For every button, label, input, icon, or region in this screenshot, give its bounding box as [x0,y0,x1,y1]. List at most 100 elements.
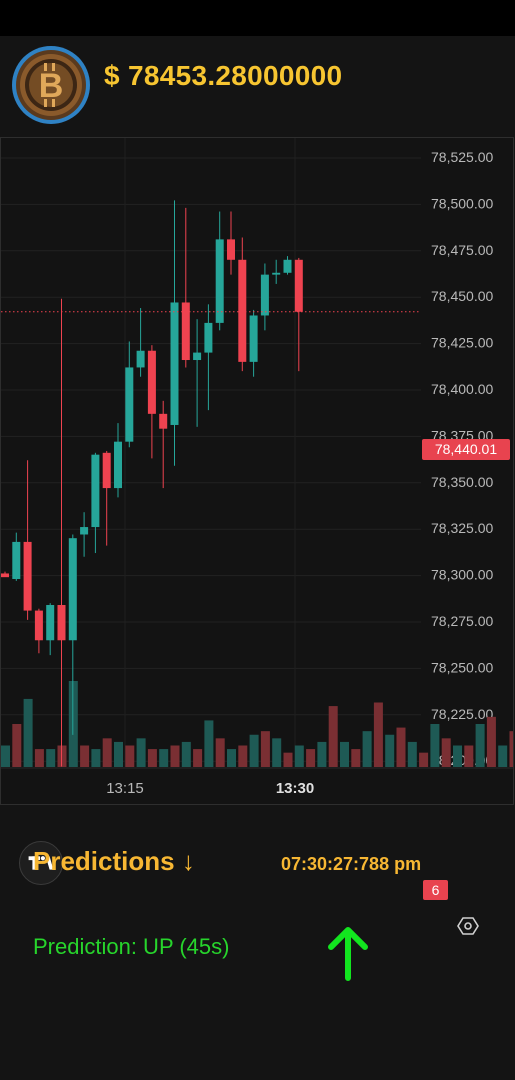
volume-bar [453,745,462,767]
y-tick-label: 78,225.00 [431,706,493,722]
volume-bar [34,749,44,767]
volume-bar [193,749,203,767]
volume-bar [283,752,293,767]
volume-bar [181,741,191,767]
volume-bar [351,749,361,767]
candle-body [283,259,292,273]
volume-bar [486,716,496,767]
svg-text:B: B [39,67,64,105]
candle-body [260,274,269,316]
candle-body [57,605,66,641]
y-tick-label: 78,325.00 [431,520,493,536]
chart-settings-icon[interactable] [456,914,480,938]
candle-body [136,350,145,368]
volume-bar [80,745,90,767]
volume-bar [215,738,225,767]
volume-bar [147,749,157,767]
x-tick-label: 13:30 [276,780,314,797]
volume-bar [328,706,338,767]
candle-body [294,259,303,312]
volume-bar [407,741,417,767]
tradingview-logo-icon[interactable] [19,841,63,885]
y-tick-label: 78,275.00 [431,613,493,629]
candle-body [46,605,55,641]
volume-bar [12,724,22,767]
y-tick-label: 78,525.00 [431,149,493,165]
y-tick-label: 78,250.00 [431,659,493,675]
volume-bar [362,731,372,767]
volume-bar [238,745,248,767]
volume-bar [498,745,508,767]
bitcoin-coin-icon: B [12,46,90,124]
volume-bar [340,741,349,767]
volume-bar [114,741,123,767]
volume-bar [102,738,112,767]
candle-body [102,452,111,489]
candle-body [227,239,235,260]
volume-bar [430,724,440,767]
candle-body [170,302,179,425]
volume-bar [294,745,304,767]
volume-bar [170,745,180,767]
candle-body [23,541,32,611]
y-tick-label: 78,400.00 [431,381,493,397]
volume-bar [509,731,513,767]
candle-body [80,527,89,535]
candle-body [125,367,134,442]
y-tick-label: 78,425.00 [431,335,493,351]
volume-badge: 6 [423,880,448,900]
candle-body [272,272,281,275]
candle-body [1,573,9,578]
volume-bar [385,734,395,767]
volume-bar [373,702,383,767]
volume-bar [396,727,406,767]
candle-body [114,441,122,489]
volume-bar [272,738,282,767]
volume-bar [136,738,146,767]
candle-body [34,610,43,641]
volume-bar [260,731,270,767]
candle-body [204,322,213,353]
volume-bar [204,720,214,767]
candle-body [147,350,156,414]
arrow-up-icon [328,927,368,981]
candle-body [12,541,21,580]
candle-body [238,259,247,362]
candle-body [249,315,258,362]
candle-body [159,413,168,429]
volume-bar [306,749,316,767]
x-tick-label: 13:15 [106,780,144,797]
status-bar [0,0,515,36]
chart-canvas[interactable]: 78,525.00 78,500.00 78,475.00 78,450.00 78,4… [1,138,513,804]
volume-bar [91,749,101,767]
volume-bar [159,749,169,767]
y-tick-label: 78,300.00 [431,567,493,583]
volume-bar [125,745,135,767]
volume-bar [1,745,10,767]
current-price-label: 78,440.01 [422,439,510,460]
volume-bar [464,745,474,767]
volume-bar [419,752,429,767]
y-tick-label: 78,500.00 [431,195,493,211]
candle-body [181,302,190,361]
candle-body [68,538,77,641]
predictions-title: Predictions ↓ [33,846,195,876]
candle-body [91,454,100,528]
volume-bar [475,724,485,767]
volume-bar [441,738,451,767]
candlestick-chart[interactable]: 78,525.00 78,500.00 78,475.00 78,450.00 78,4… [0,137,514,935]
volume-bar [46,749,56,767]
y-tick-label: 78,475.00 [431,242,493,258]
volume-bar [317,741,327,767]
volume-bar [23,698,33,767]
volume-bar [227,749,236,767]
y-tick-label: 78,350.00 [431,474,493,490]
prediction-time: 07:30:27:788 pm [281,854,422,874]
candle-body [193,352,202,361]
price-header: B $ 78453.28000000 [0,36,515,136]
volume-bar [249,734,259,767]
candle-body [215,239,224,323]
prediction-result: Prediction: UP (45s) [33,934,230,959]
y-tick-label: 78,450.00 [431,288,493,304]
current-price: $ 78453.28000000 [104,60,343,91]
